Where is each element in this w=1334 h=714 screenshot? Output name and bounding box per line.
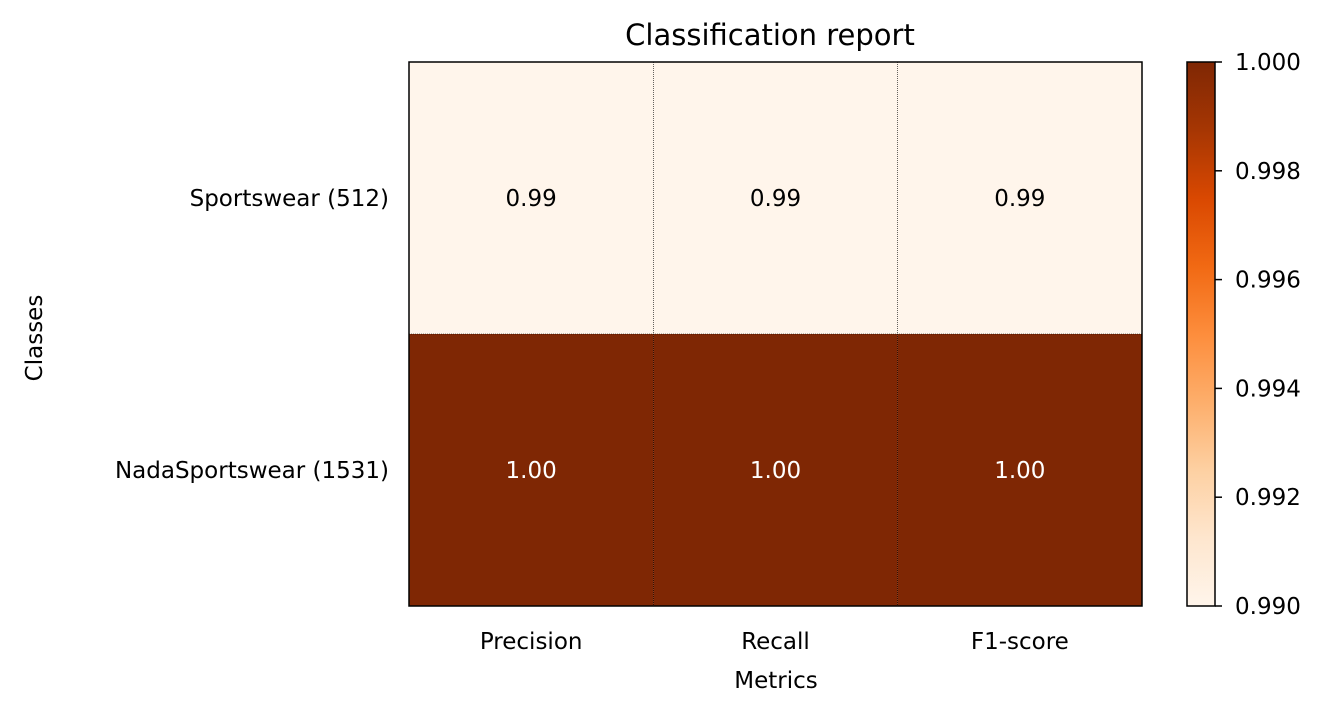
y-axis-label: Classes xyxy=(22,295,48,382)
heatmap-cell xyxy=(897,334,1142,606)
x-tick-label: Precision xyxy=(480,629,583,655)
x-axis-ticks: Precision Recall F1-score xyxy=(480,629,1069,655)
colorbar-tick-label: 0.996 xyxy=(1235,268,1301,294)
cell-value-label: 0.99 xyxy=(506,186,557,212)
chart-title: Classification report xyxy=(625,18,915,52)
x-axis-label: Metrics xyxy=(734,668,818,694)
x-tick-label: Recall xyxy=(741,629,810,655)
colorbar xyxy=(1186,61,1216,607)
heatmap-cell xyxy=(653,334,898,606)
cell-value-label: 1.00 xyxy=(994,458,1045,484)
plot-frame xyxy=(408,61,1143,607)
y-tick-label: Sportswear (512) xyxy=(190,186,389,212)
colorbar-tick-label: 0.992 xyxy=(1235,485,1301,511)
heatmap-grid-lines xyxy=(409,62,1142,606)
cell-value-label: 1.00 xyxy=(506,458,557,484)
colorbar-tick-label: 1.000 xyxy=(1235,50,1301,76)
heatmap-cell xyxy=(409,334,654,606)
heatmap-cell-labels: 0.99 0.99 0.99 1.00 1.00 1.00 xyxy=(506,186,1046,484)
x-tick-label: F1-score xyxy=(971,629,1069,655)
heatmap-cell xyxy=(409,62,654,334)
cell-value-label: 1.00 xyxy=(750,458,801,484)
heatmap-cell xyxy=(897,62,1142,334)
colorbar-tick-label: 0.990 xyxy=(1235,594,1301,620)
heatmap-cells xyxy=(409,62,1142,606)
y-axis-ticks: Sportswear (512) NadaSportswear (1531) xyxy=(115,186,389,484)
heatmap-cell xyxy=(653,62,898,334)
colorbar-ticks: 0.990 0.992 0.994 0.996 0.998 1.000 xyxy=(1215,50,1301,620)
colorbar-tick-label: 0.994 xyxy=(1235,376,1301,402)
y-tick-label: NadaSportswear (1531) xyxy=(115,458,389,484)
cell-value-label: 0.99 xyxy=(750,186,801,212)
cell-value-label: 0.99 xyxy=(994,186,1045,212)
colorbar-tick-label: 0.998 xyxy=(1235,159,1301,185)
